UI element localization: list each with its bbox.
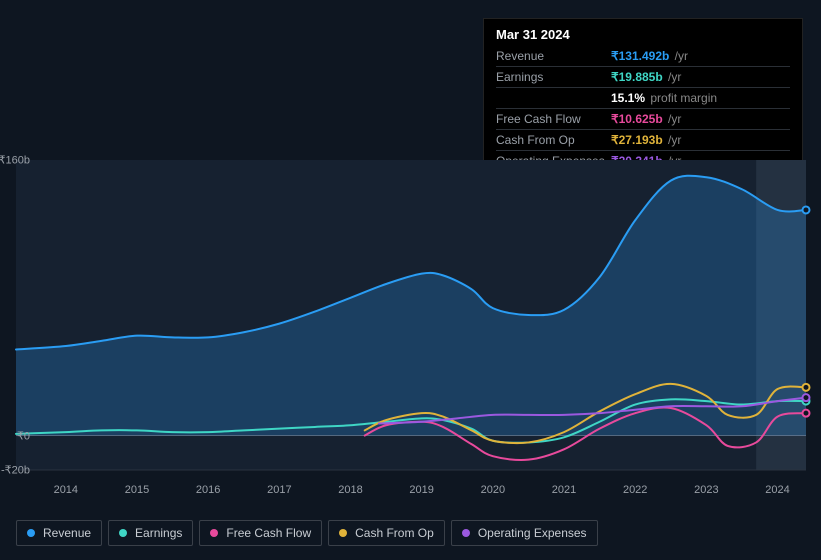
tooltip-value: ₹19.885b /yr [611,70,681,84]
x-axis-tick: 2019 [409,484,433,496]
legend-item-cash-from-op[interactable]: Cash From Op [328,520,445,546]
endpoint-marker [803,206,810,213]
tooltip-row: Earnings₹19.885b /yr [496,66,790,87]
x-axis-tick: 2014 [54,484,78,496]
tooltip-label [496,91,611,105]
tooltip-row: Revenue₹131.492b /yr [496,46,790,66]
x-axis-tick: 2016 [196,484,220,496]
x-axis-tick: 2023 [694,484,718,496]
legend-swatch [462,529,470,537]
tooltip-value: ₹10.625b /yr [611,112,681,126]
legend-label: Operating Expenses [478,526,587,540]
y-axis-tick: ₹160b [0,154,30,167]
tooltip-value: 15.1% profit margin [611,91,717,105]
legend-item-earnings[interactable]: Earnings [108,520,193,546]
legend-swatch [339,529,347,537]
tooltip-row: 15.1% profit margin [496,87,790,108]
tooltip-label: Earnings [496,70,611,84]
x-axis-tick: 2021 [552,484,576,496]
x-axis-tick: 2017 [267,484,291,496]
tooltip-label: Free Cash Flow [496,112,611,126]
financials-chart[interactable]: ₹160b₹0-₹20b [16,160,806,500]
tooltip-value: ₹27.193b /yr [611,133,681,147]
endpoint-marker [803,394,810,401]
tooltip-row: Cash From Op₹27.193b /yr [496,129,790,150]
legend-swatch [210,529,218,537]
legend-label: Earnings [135,526,182,540]
tooltip-value: ₹131.492b /yr [611,49,688,63]
legend-label: Revenue [43,526,91,540]
chart-legend: Revenue Earnings Free Cash Flow Cash From O… [16,520,598,546]
tooltip-label: Revenue [496,49,611,63]
chart-tooltip: Mar 31 2024 Revenue₹131.492b /yrEarnings… [483,18,803,180]
tooltip-label: Cash From Op [496,133,611,147]
y-axis-tick: ₹0 [17,429,30,442]
legend-item-operating-expenses[interactable]: Operating Expenses [451,520,598,546]
y-axis-tick: -₹20b [1,464,30,477]
legend-item-revenue[interactable]: Revenue [16,520,102,546]
x-axis-tick: 2015 [125,484,149,496]
legend-label: Cash From Op [355,526,434,540]
x-axis-tick: 2020 [481,484,505,496]
legend-item-free-cash-flow[interactable]: Free Cash Flow [199,520,322,546]
legend-swatch [27,529,35,537]
endpoint-marker [803,384,810,391]
legend-label: Free Cash Flow [226,526,311,540]
legend-swatch [119,529,127,537]
tooltip-date: Mar 31 2024 [496,27,790,42]
x-axis-tick: 2024 [765,484,789,496]
tooltip-row: Free Cash Flow₹10.625b /yr [496,108,790,129]
endpoint-marker [803,410,810,417]
x-axis-tick: 2018 [338,484,362,496]
x-axis-tick: 2022 [623,484,647,496]
